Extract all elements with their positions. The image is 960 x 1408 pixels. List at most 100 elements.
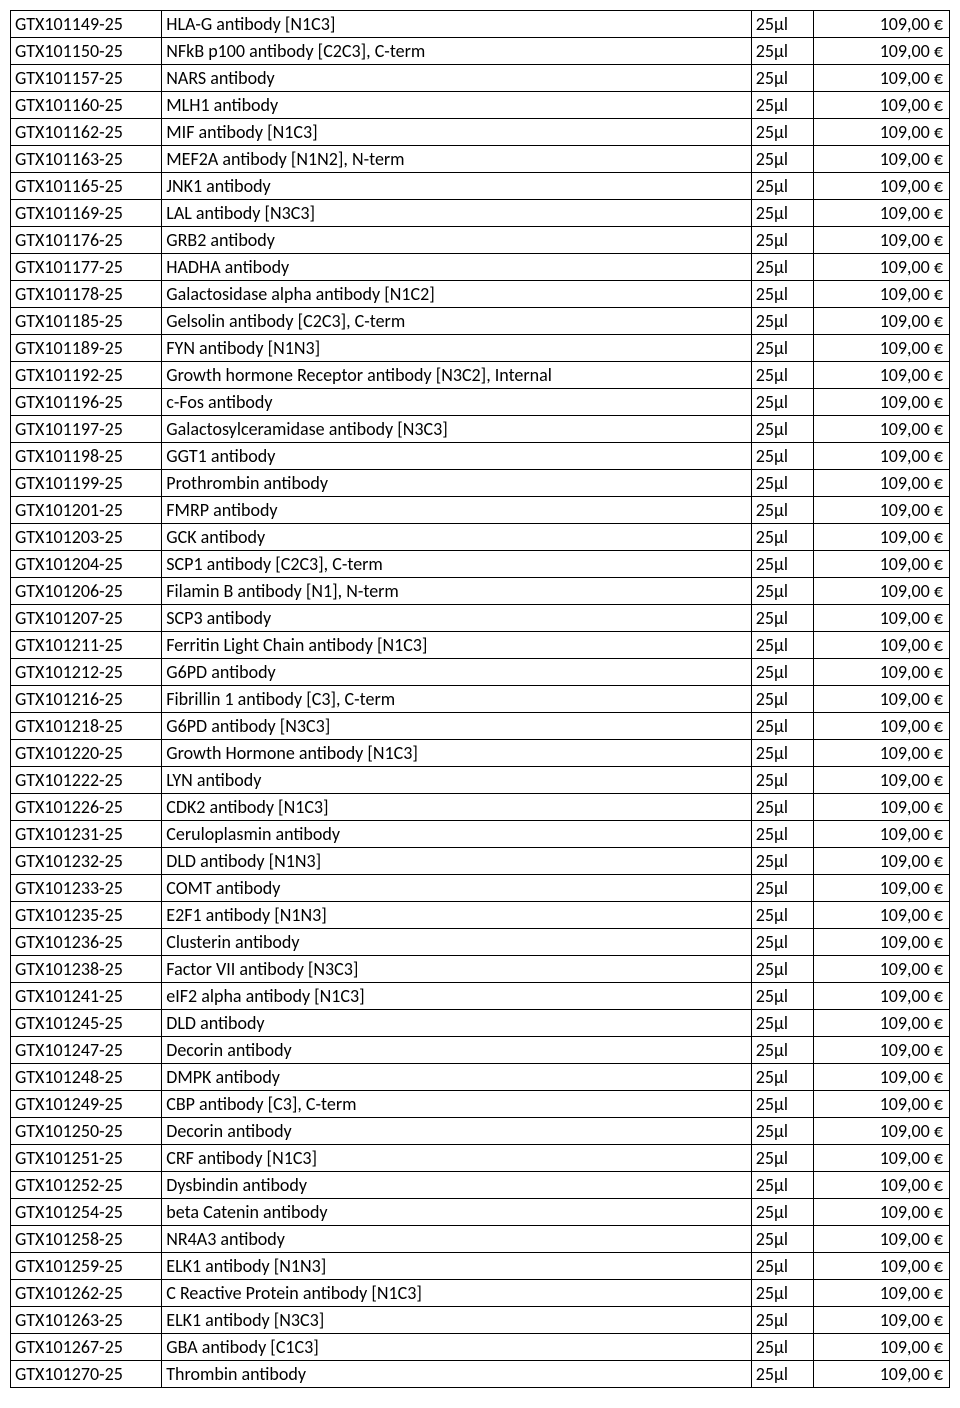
name-cell: Clusterin antibody bbox=[162, 929, 751, 956]
table-row: GTX101235-25E2F1 antibody [N1N3]25µl109,… bbox=[11, 902, 950, 929]
price-cell: 109,00 € bbox=[814, 1199, 950, 1226]
size-cell: 25µl bbox=[751, 524, 814, 551]
sku-cell: GTX101163-25 bbox=[11, 146, 162, 173]
price-cell: 109,00 € bbox=[814, 848, 950, 875]
price-cell: 109,00 € bbox=[814, 227, 950, 254]
sku-cell: GTX101241-25 bbox=[11, 983, 162, 1010]
sku-cell: GTX101203-25 bbox=[11, 524, 162, 551]
size-cell: 25µl bbox=[751, 146, 814, 173]
name-cell: Gelsolin antibody [C2C3], C-term bbox=[162, 308, 751, 335]
name-cell: Decorin antibody bbox=[162, 1037, 751, 1064]
name-cell: Ceruloplasmin antibody bbox=[162, 821, 751, 848]
table-row: GTX101220-25Growth Hormone antibody [N1C… bbox=[11, 740, 950, 767]
size-cell: 25µl bbox=[751, 605, 814, 632]
price-cell: 109,00 € bbox=[814, 38, 950, 65]
price-cell: 109,00 € bbox=[814, 929, 950, 956]
name-cell: C Reactive Protein antibody [N1C3] bbox=[162, 1280, 751, 1307]
sku-cell: GTX101157-25 bbox=[11, 65, 162, 92]
size-cell: 25µl bbox=[751, 983, 814, 1010]
size-cell: 25µl bbox=[751, 1361, 814, 1388]
name-cell: COMT antibody bbox=[162, 875, 751, 902]
size-cell: 25µl bbox=[751, 65, 814, 92]
table-row: GTX101199-25Prothrombin antibody25µl109,… bbox=[11, 470, 950, 497]
table-row: GTX101160-25MLH1 antibody25µl109,00 € bbox=[11, 92, 950, 119]
size-cell: 25µl bbox=[751, 119, 814, 146]
sku-cell: GTX101238-25 bbox=[11, 956, 162, 983]
price-cell: 109,00 € bbox=[814, 1010, 950, 1037]
sku-cell: GTX101231-25 bbox=[11, 821, 162, 848]
table-row: GTX101169-25LAL antibody [N3C3]25µl109,0… bbox=[11, 200, 950, 227]
sku-cell: GTX101254-25 bbox=[11, 1199, 162, 1226]
size-cell: 25µl bbox=[751, 929, 814, 956]
sku-cell: GTX101222-25 bbox=[11, 767, 162, 794]
sku-cell: GTX101162-25 bbox=[11, 119, 162, 146]
price-cell: 109,00 € bbox=[814, 254, 950, 281]
name-cell: eIF2 alpha antibody [N1C3] bbox=[162, 983, 751, 1010]
table-row: GTX101162-25MIF antibody [N1C3]25µl109,0… bbox=[11, 119, 950, 146]
sku-cell: GTX101206-25 bbox=[11, 578, 162, 605]
name-cell: Galactosylceramidase antibody [N3C3] bbox=[162, 416, 751, 443]
table-row: GTX101189-25FYN antibody [N1N3]25µl109,0… bbox=[11, 335, 950, 362]
size-cell: 25µl bbox=[751, 11, 814, 38]
price-cell: 109,00 € bbox=[814, 875, 950, 902]
price-cell: 109,00 € bbox=[814, 632, 950, 659]
size-cell: 25µl bbox=[751, 227, 814, 254]
size-cell: 25µl bbox=[751, 956, 814, 983]
name-cell: LAL antibody [N3C3] bbox=[162, 200, 751, 227]
price-cell: 109,00 € bbox=[814, 902, 950, 929]
price-cell: 109,00 € bbox=[814, 767, 950, 794]
size-cell: 25µl bbox=[751, 281, 814, 308]
price-cell: 109,00 € bbox=[814, 389, 950, 416]
size-cell: 25µl bbox=[751, 362, 814, 389]
size-cell: 25µl bbox=[751, 470, 814, 497]
price-cell: 109,00 € bbox=[814, 146, 950, 173]
name-cell: Thrombin antibody bbox=[162, 1361, 751, 1388]
price-cell: 109,00 € bbox=[814, 740, 950, 767]
table-row: GTX101198-25GGT1 antibody25µl109,00 € bbox=[11, 443, 950, 470]
table-row: GTX101178-25Galactosidase alpha antibody… bbox=[11, 281, 950, 308]
price-cell: 109,00 € bbox=[814, 794, 950, 821]
table-row: GTX101254-25beta Catenin antibody25µl109… bbox=[11, 1199, 950, 1226]
sku-cell: GTX101197-25 bbox=[11, 416, 162, 443]
table-row: GTX101241-25eIF2 alpha antibody [N1C3]25… bbox=[11, 983, 950, 1010]
price-cell: 109,00 € bbox=[814, 65, 950, 92]
price-cell: 109,00 € bbox=[814, 1064, 950, 1091]
size-cell: 25µl bbox=[751, 254, 814, 281]
table-row: GTX101206-25Filamin B antibody [N1], N-t… bbox=[11, 578, 950, 605]
table-row: GTX101176-25GRB2 antibody25µl109,00 € bbox=[11, 227, 950, 254]
name-cell: HLA-G antibody [N1C3] bbox=[162, 11, 751, 38]
size-cell: 25µl bbox=[751, 92, 814, 119]
sku-cell: GTX101258-25 bbox=[11, 1226, 162, 1253]
price-cell: 109,00 € bbox=[814, 1334, 950, 1361]
size-cell: 25µl bbox=[751, 632, 814, 659]
table-row: GTX101192-25Growth hormone Receptor anti… bbox=[11, 362, 950, 389]
size-cell: 25µl bbox=[751, 443, 814, 470]
table-row: GTX101233-25COMT antibody25µl109,00 € bbox=[11, 875, 950, 902]
name-cell: Decorin antibody bbox=[162, 1118, 751, 1145]
price-cell: 109,00 € bbox=[814, 713, 950, 740]
size-cell: 25µl bbox=[751, 1172, 814, 1199]
price-cell: 109,00 € bbox=[814, 605, 950, 632]
name-cell: GGT1 antibody bbox=[162, 443, 751, 470]
sku-cell: GTX101235-25 bbox=[11, 902, 162, 929]
size-cell: 25µl bbox=[751, 497, 814, 524]
sku-cell: GTX101165-25 bbox=[11, 173, 162, 200]
size-cell: 25µl bbox=[751, 173, 814, 200]
sku-cell: GTX101252-25 bbox=[11, 1172, 162, 1199]
table-row: GTX101238-25Factor VII antibody [N3C3]25… bbox=[11, 956, 950, 983]
table-row: GTX101207-25SCP3 antibody25µl109,00 € bbox=[11, 605, 950, 632]
price-cell: 109,00 € bbox=[814, 1037, 950, 1064]
size-cell: 25µl bbox=[751, 821, 814, 848]
size-cell: 25µl bbox=[751, 1118, 814, 1145]
sku-cell: GTX101149-25 bbox=[11, 11, 162, 38]
name-cell: G6PD antibody bbox=[162, 659, 751, 686]
table-row: GTX101165-25JNK1 antibody25µl109,00 € bbox=[11, 173, 950, 200]
table-row: GTX101212-25G6PD antibody25µl109,00 € bbox=[11, 659, 950, 686]
price-cell: 109,00 € bbox=[814, 11, 950, 38]
price-cell: 109,00 € bbox=[814, 659, 950, 686]
sku-cell: GTX101262-25 bbox=[11, 1280, 162, 1307]
table-row: GTX101236-25Clusterin antibody25µl109,00… bbox=[11, 929, 950, 956]
name-cell: CRF antibody [N1C3] bbox=[162, 1145, 751, 1172]
name-cell: MIF antibody [N1C3] bbox=[162, 119, 751, 146]
size-cell: 25µl bbox=[751, 1010, 814, 1037]
